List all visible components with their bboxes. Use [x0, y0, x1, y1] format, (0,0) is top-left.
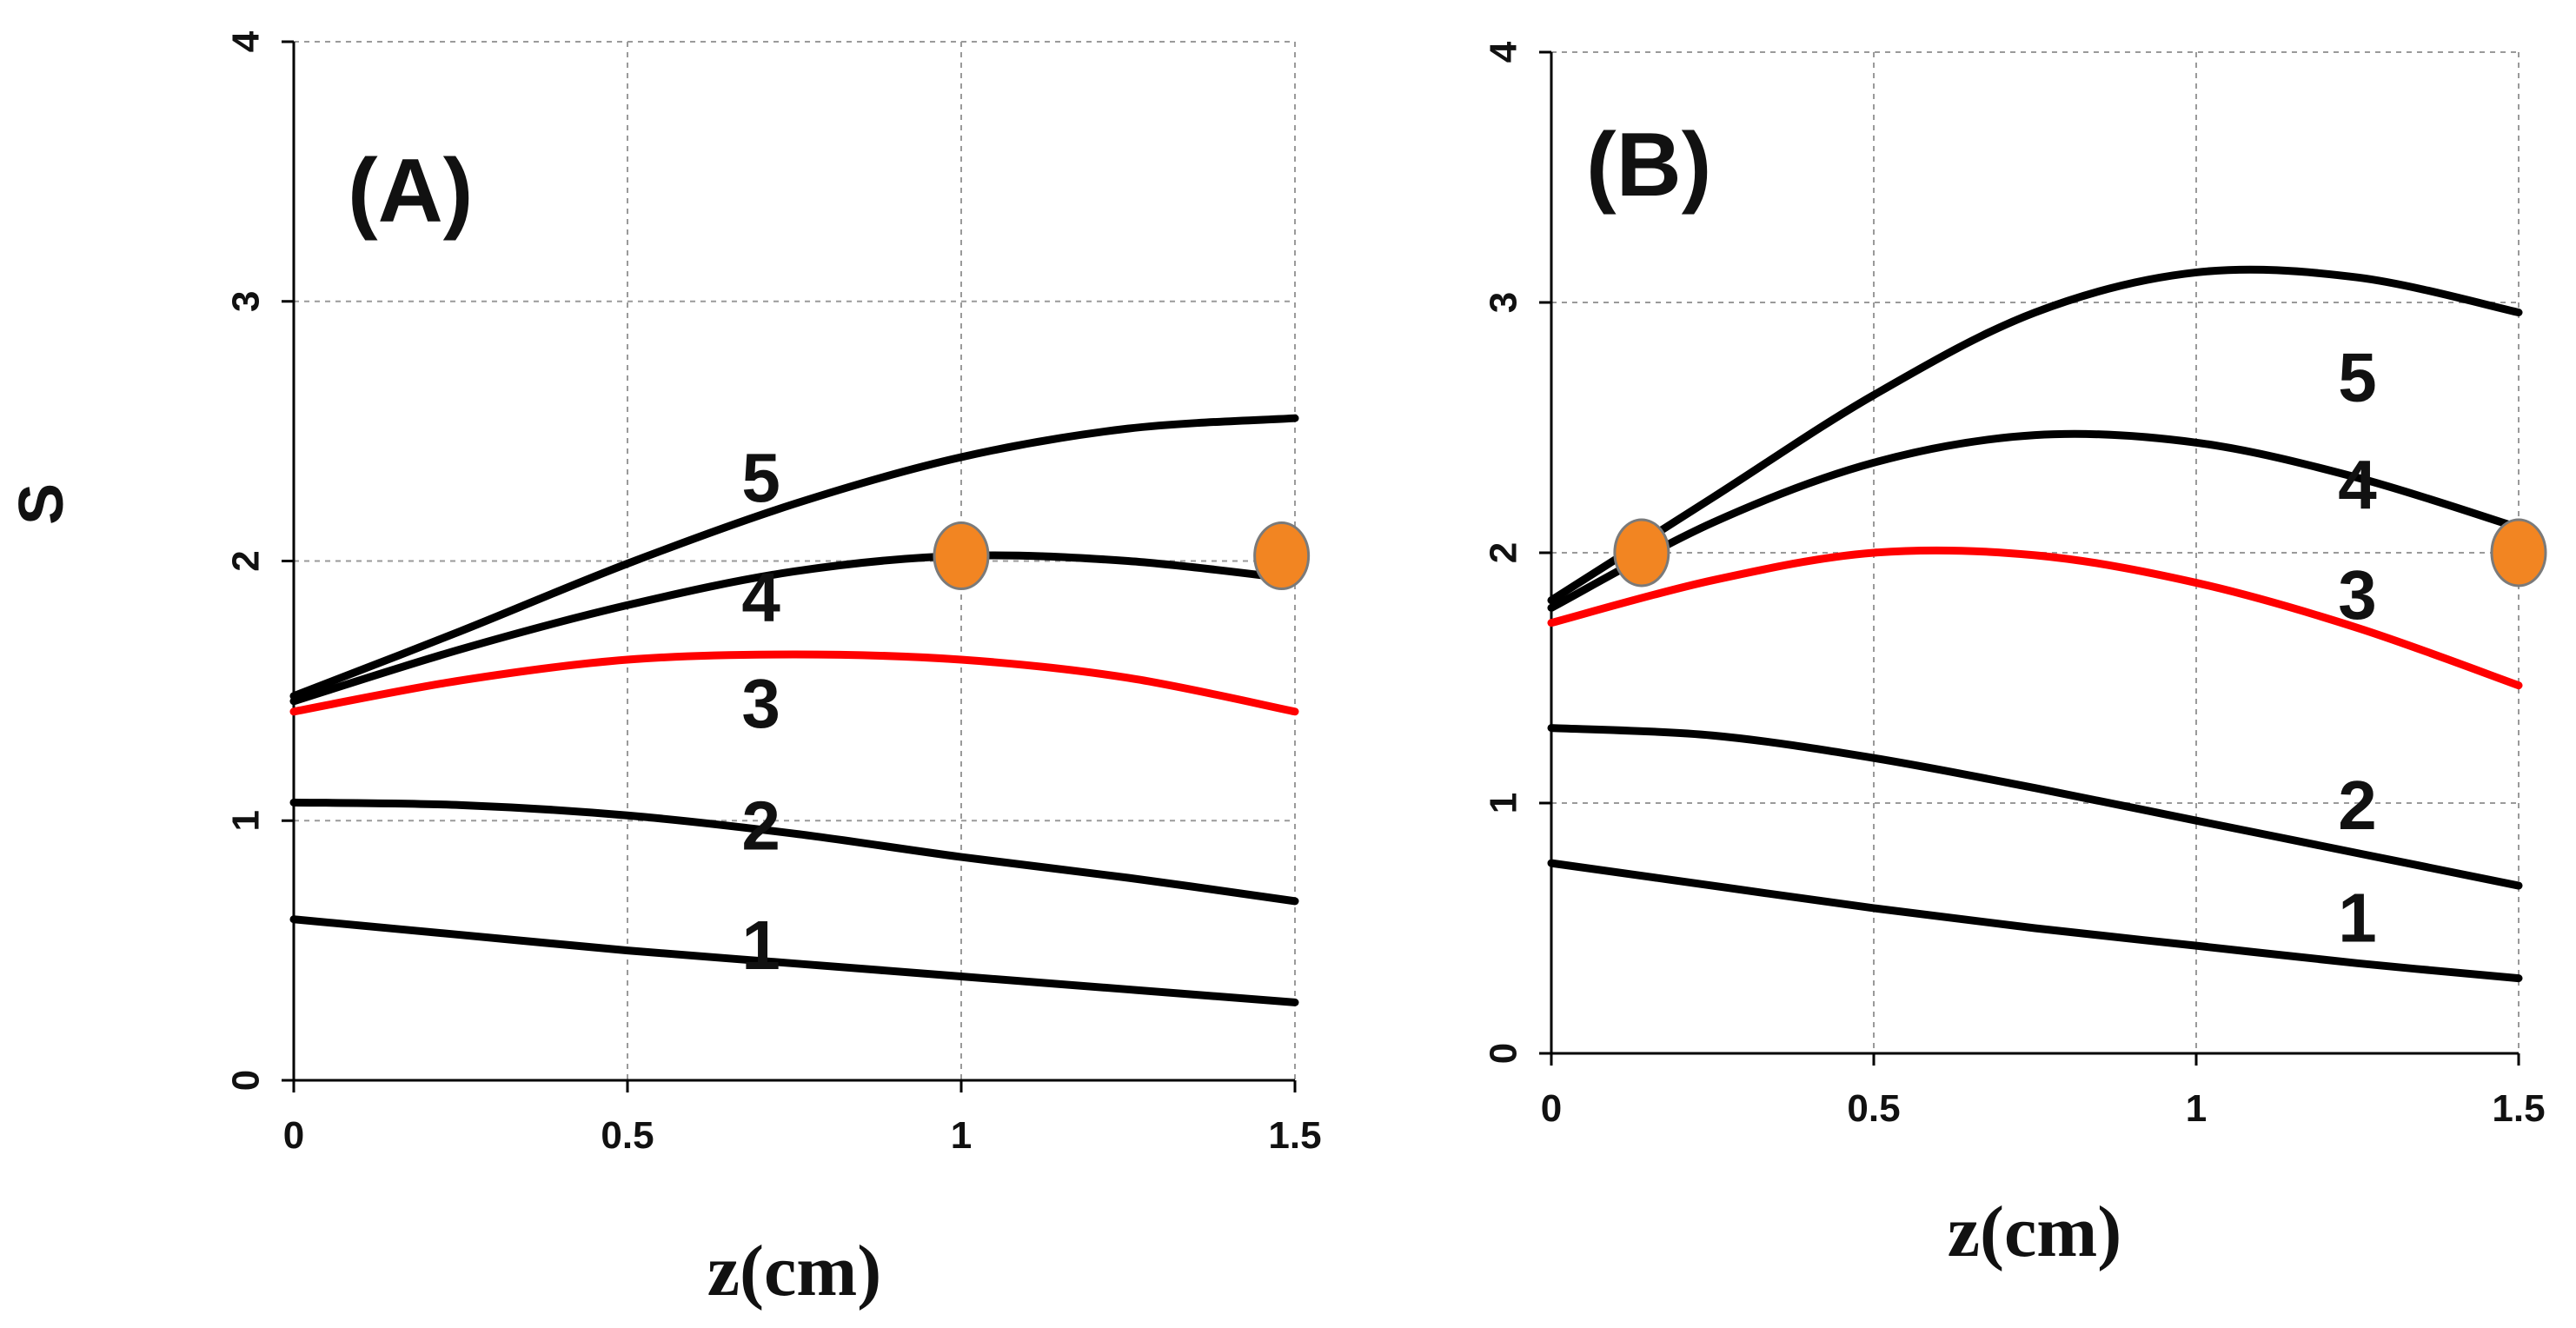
x-tick-label: 0.5 — [601, 1114, 654, 1157]
y-tick-label: 4 — [1483, 41, 1525, 63]
y-tick-label: 0 — [1483, 1043, 1525, 1064]
series-line-4 — [1547, 429, 2523, 612]
x-tick-label: 0.5 — [1847, 1087, 1900, 1130]
series-line-4 — [289, 551, 1299, 706]
series-label-2: 2 — [2338, 767, 2377, 844]
panel-label: (A) — [348, 141, 473, 242]
y-tick-label: 2 — [1483, 542, 1525, 563]
series-label-2: 2 — [741, 787, 780, 864]
series-line-3 — [289, 650, 1299, 716]
series-label-4: 4 — [2338, 446, 2377, 523]
series-label-5: 5 — [2338, 338, 2377, 415]
y-axis-label: S — [7, 483, 76, 525]
x-axis-label: z(cm) — [1948, 1192, 2121, 1272]
series-line-1 — [1547, 859, 2523, 983]
x-tick-label: 1.5 — [1268, 1114, 1321, 1157]
series-label-1: 1 — [2338, 879, 2377, 956]
series-label-4: 4 — [741, 558, 780, 635]
highlight-marker — [2490, 518, 2547, 588]
x-tick-label: 1 — [951, 1114, 972, 1157]
panel-a: S 0 1 2 3 4 0 0.5 1 1.5 1 2 3 4 5 (A) z(cm) — [7, 30, 1322, 1311]
y-tick-label: 3 — [225, 291, 268, 312]
y-tick-label: 2 — [225, 550, 268, 571]
series-label-3: 3 — [2338, 556, 2377, 634]
highlight-marker — [933, 521, 990, 591]
y-tick-label: 0 — [225, 1070, 268, 1091]
series-line-5 — [289, 414, 1299, 701]
series-line-2 — [1547, 724, 2523, 890]
x-tick-label: 0 — [1541, 1087, 1562, 1130]
x-axis-label: z(cm) — [707, 1231, 881, 1311]
series-label-5: 5 — [741, 439, 780, 516]
x-tick-label: 1.5 — [2492, 1087, 2545, 1130]
y-tick-label: 3 — [1483, 292, 1525, 313]
y-tick-label: 1 — [1483, 793, 1525, 813]
y-tick-label: 1 — [225, 810, 268, 831]
highlight-marker — [1253, 521, 1311, 591]
panel-label: (B) — [1586, 115, 1711, 216]
highlight-marker — [1613, 518, 1670, 588]
series-line-3 — [1547, 546, 2523, 690]
series-line-1 — [289, 915, 1299, 1006]
x-tick-label: 0 — [283, 1114, 304, 1157]
x-tick-label: 1 — [2186, 1087, 2207, 1130]
panel-b: 0 1 2 3 4 0 0.5 1 1.5 1 2 3 4 5 (B) z(cm) — [1483, 41, 2547, 1272]
series-line-5 — [1547, 265, 2523, 605]
series-line-2 — [289, 798, 1299, 906]
series-label-1: 1 — [741, 906, 780, 984]
series-label-3: 3 — [741, 665, 780, 742]
y-tick-label: 4 — [225, 30, 268, 52]
